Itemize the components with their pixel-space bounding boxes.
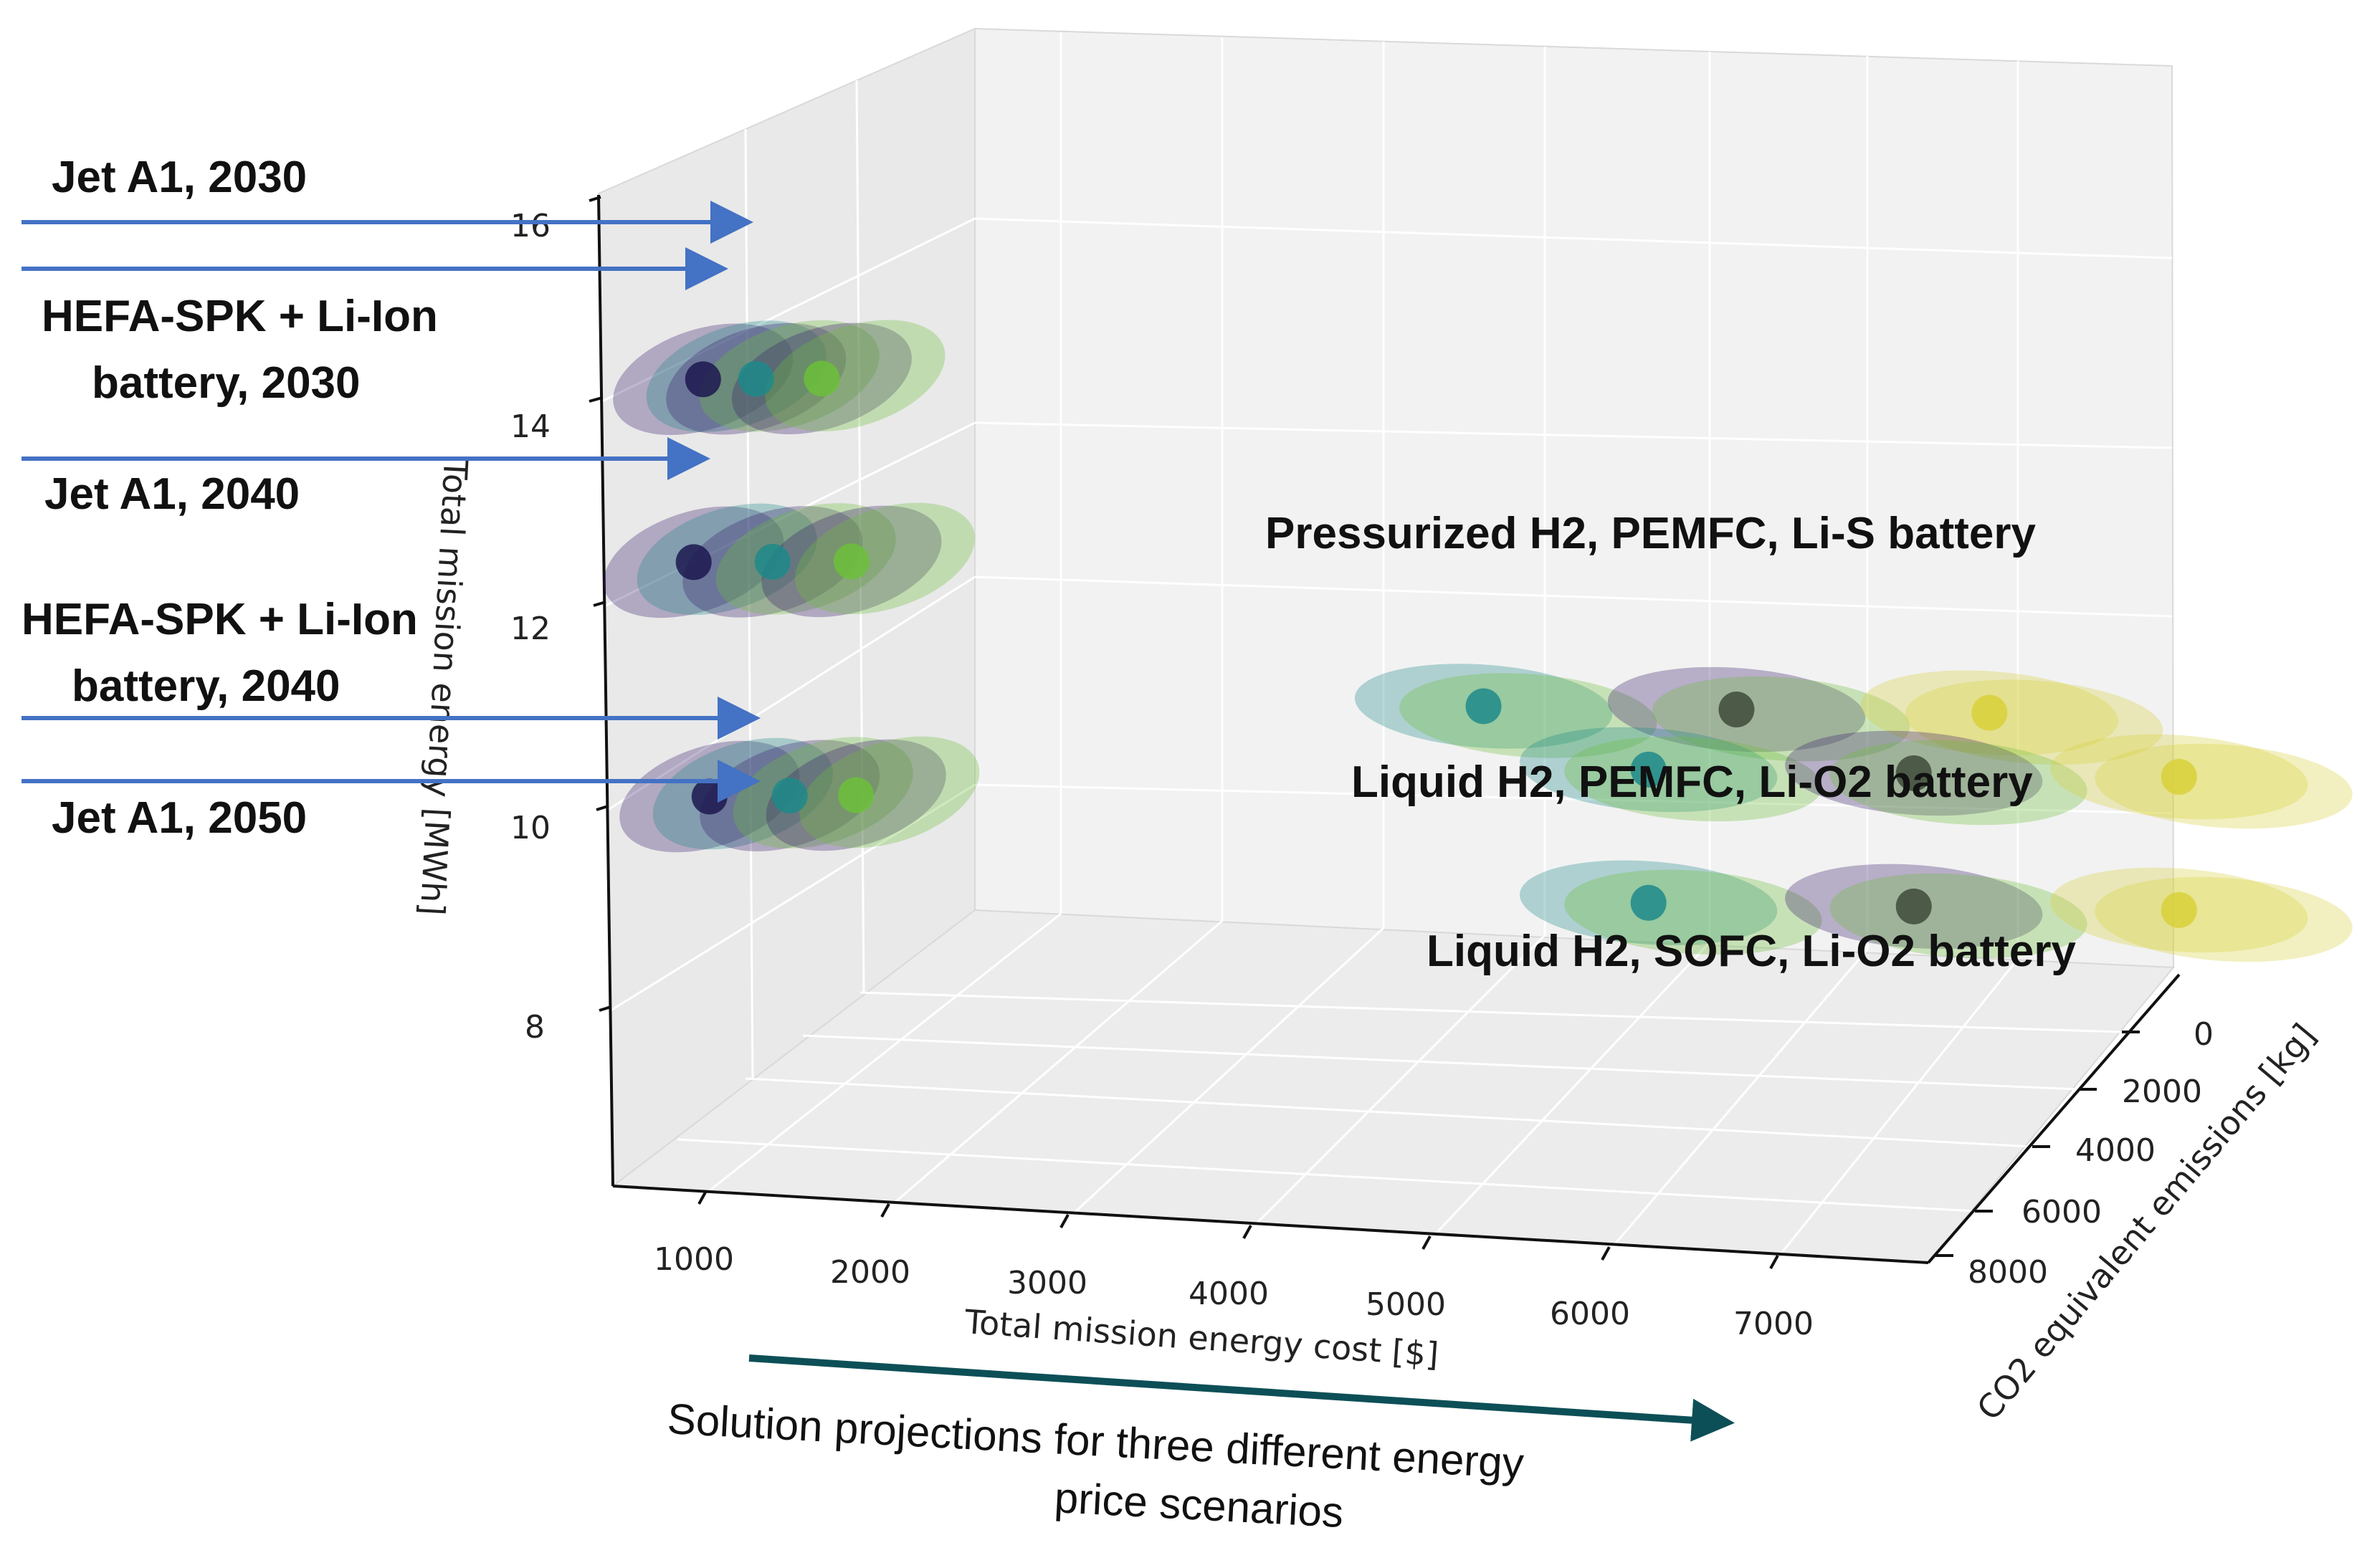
tick-marks <box>589 196 2140 1269</box>
data-point <box>685 361 721 398</box>
uncertainty-ellipse <box>1829 873 2087 959</box>
y-tick-label: 4000 <box>2075 1132 2156 1169</box>
z-tick-label: 16 <box>510 208 551 244</box>
data-clusters <box>604 320 2353 962</box>
x-tick-label: 7000 <box>1733 1306 1814 1342</box>
annotation-label: HEFA-SPK + Li-Ion <box>42 292 438 341</box>
data-point <box>2161 891 2197 928</box>
y-tick-label: 0 <box>2194 1016 2214 1053</box>
data-point <box>833 543 870 580</box>
data-point <box>1465 688 1502 725</box>
z-axis-line <box>597 194 614 1187</box>
z-tick-label: 10 <box>510 810 551 846</box>
x-tick-label: 1000 <box>654 1241 734 1278</box>
uncertainty-ellipse <box>1652 676 1910 762</box>
footer-caption-line2: price scenarios <box>1053 1473 1344 1536</box>
data-point <box>675 544 712 580</box>
annotation-label: Liquid H2, PEMFC, Li-O2 battery <box>1351 757 2033 807</box>
uncertainty-ellipse <box>765 320 946 431</box>
annotation-label: Jet A1, 2050 <box>52 793 307 843</box>
z-tick-label: 8 <box>525 1009 545 1046</box>
annotation-label: battery, 2030 <box>92 358 361 408</box>
annotation-label: Pressurized H2, PEMFC, Li-S battery <box>1265 509 2036 558</box>
annotation-label: battery, 2040 <box>72 661 340 711</box>
uncertainty-ellipse <box>1905 679 2163 765</box>
back-wall <box>974 27 2175 969</box>
uncertainty-ellipse <box>646 320 827 432</box>
x-tick-label: 3000 <box>1007 1265 1087 1301</box>
data-point <box>2161 759 2197 795</box>
uncertainty-ellipse <box>715 503 896 615</box>
annotation-label: Jet A1, 2040 <box>44 469 300 519</box>
uncertainty-ellipse <box>733 737 913 848</box>
data-point <box>1895 888 1932 924</box>
x-axis-line <box>612 1185 1929 1264</box>
data-point <box>771 778 808 814</box>
data-point <box>804 360 840 397</box>
y-tick-label: 6000 <box>2021 1194 2102 1230</box>
axes-panes <box>597 27 2176 1264</box>
data-point <box>1630 884 1667 921</box>
annotation-label: HEFA-SPK + Li-Ion <box>22 595 418 644</box>
tick-labels: 16 14 12 10 8 1000 2000 3000 4000 5000 6… <box>510 208 2214 1342</box>
y-tick-label: 2000 <box>2122 1074 2202 1110</box>
data-point <box>1718 692 1755 728</box>
uncertainty-ellipse <box>1829 740 2087 826</box>
uncertainty-ellipse <box>1399 673 1657 758</box>
uncertainty-ellipse <box>1564 869 1822 955</box>
uncertainty-ellipse <box>2095 876 2353 962</box>
axis-lines <box>597 194 2181 1264</box>
footer-arrow <box>748 1354 1735 1442</box>
data-point <box>738 360 774 397</box>
y-axis-line <box>1927 973 2181 1264</box>
uncertainty-ellipse <box>637 503 817 616</box>
footer: Solution projections for three different… <box>666 1354 1735 1536</box>
z-axis-label: Total mission energy [MWh] <box>413 457 475 916</box>
data-point <box>1971 694 2008 731</box>
x-tick-label: 6000 <box>1550 1296 1630 1332</box>
data-point <box>1895 755 1932 791</box>
z-tick-label: 12 <box>510 611 551 647</box>
x-tick-label: 2000 <box>830 1254 910 1291</box>
x-tick-label: 5000 <box>1366 1286 1446 1323</box>
y-tick-label: 8000 <box>1968 1254 2048 1291</box>
annotation-label: Jet A1, 2030 <box>52 153 307 202</box>
data-point <box>754 543 791 580</box>
data-point <box>691 778 728 815</box>
grid-lines <box>601 32 2173 1258</box>
annotation-label: Liquid H2, SOFC, Li-O2 battery <box>1427 927 2076 976</box>
uncertainty-ellipse <box>1564 736 1822 822</box>
footer-caption-line1: Solution projections for three different… <box>666 1395 1525 1488</box>
annotations-right: Pressurized H2, PEMFC, Li-S battery Liqu… <box>1265 509 2076 976</box>
data-point <box>1630 751 1667 788</box>
uncertainty-ellipse <box>699 320 880 432</box>
z-tick-label: 14 <box>510 408 551 445</box>
uncertainty-ellipse <box>794 502 975 615</box>
annotations-left: Jet A1, 2030 HEFA-SPK + Li-Ion battery, … <box>22 153 761 843</box>
uncertainty-ellipse <box>2095 743 2353 829</box>
uncertainty-ellipse <box>799 736 980 848</box>
data-point <box>838 777 875 813</box>
x-tick-label: 4000 <box>1189 1276 1269 1312</box>
